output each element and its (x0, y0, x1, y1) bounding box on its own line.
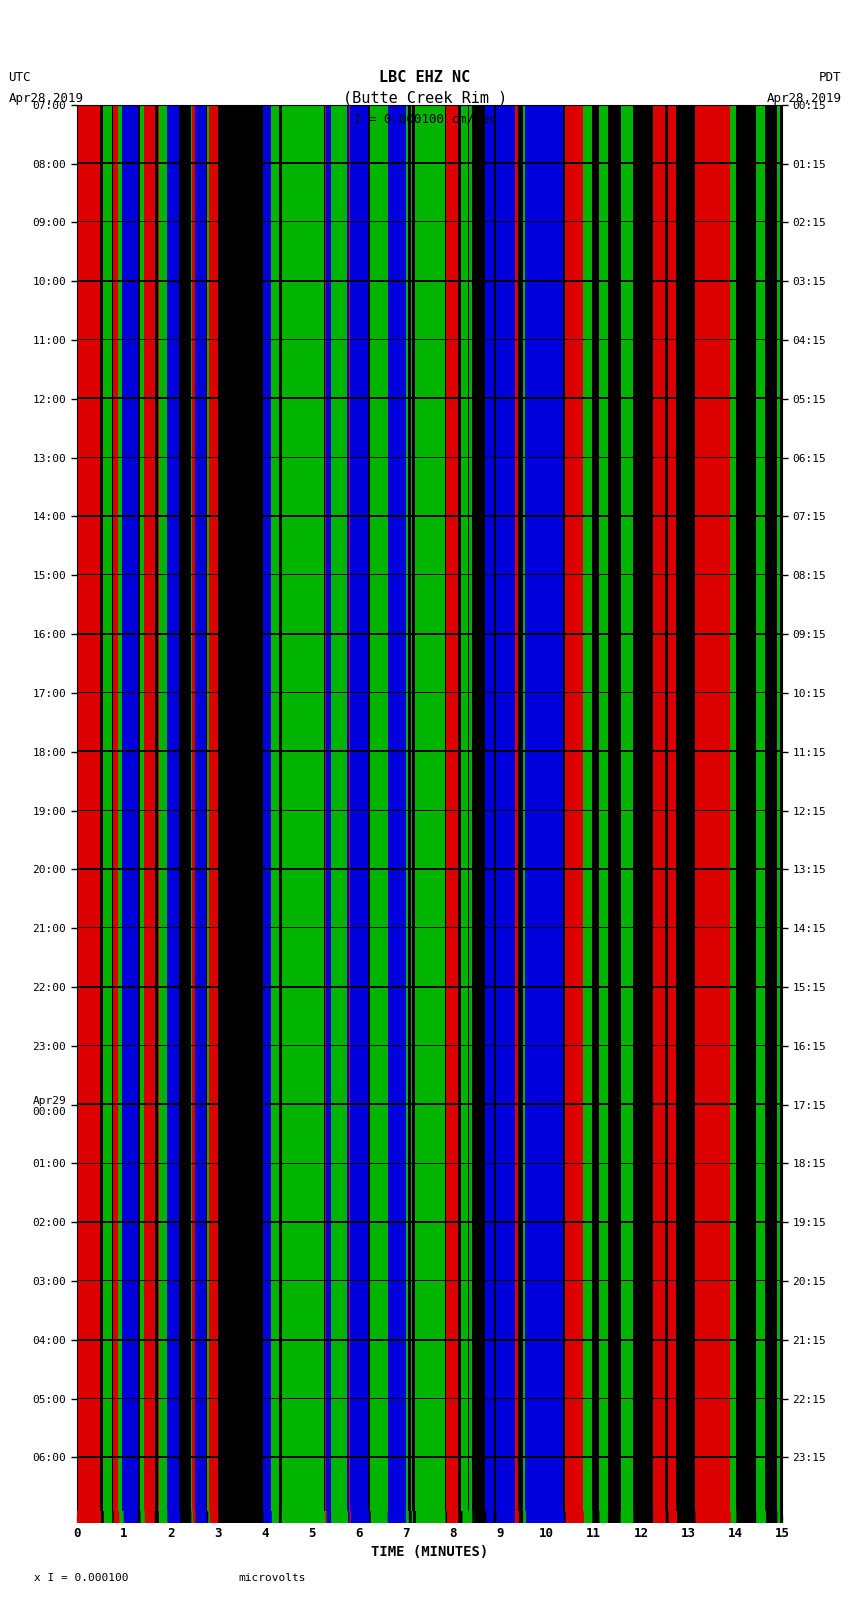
X-axis label: TIME (MINUTES): TIME (MINUTES) (371, 1545, 488, 1560)
Text: UTC: UTC (8, 71, 31, 84)
Text: microvolts: microvolts (238, 1573, 305, 1582)
Text: x I = 0.000100: x I = 0.000100 (34, 1573, 128, 1582)
Text: Apr28,2019: Apr28,2019 (8, 92, 83, 105)
Text: I = 0.000100 cm/sec: I = 0.000100 cm/sec (354, 113, 496, 126)
Text: (Butte Creek Rim ): (Butte Creek Rim ) (343, 90, 507, 106)
Text: LBC EHZ NC: LBC EHZ NC (379, 69, 471, 85)
Text: PDT: PDT (819, 71, 842, 84)
Text: Apr28,2019: Apr28,2019 (767, 92, 842, 105)
